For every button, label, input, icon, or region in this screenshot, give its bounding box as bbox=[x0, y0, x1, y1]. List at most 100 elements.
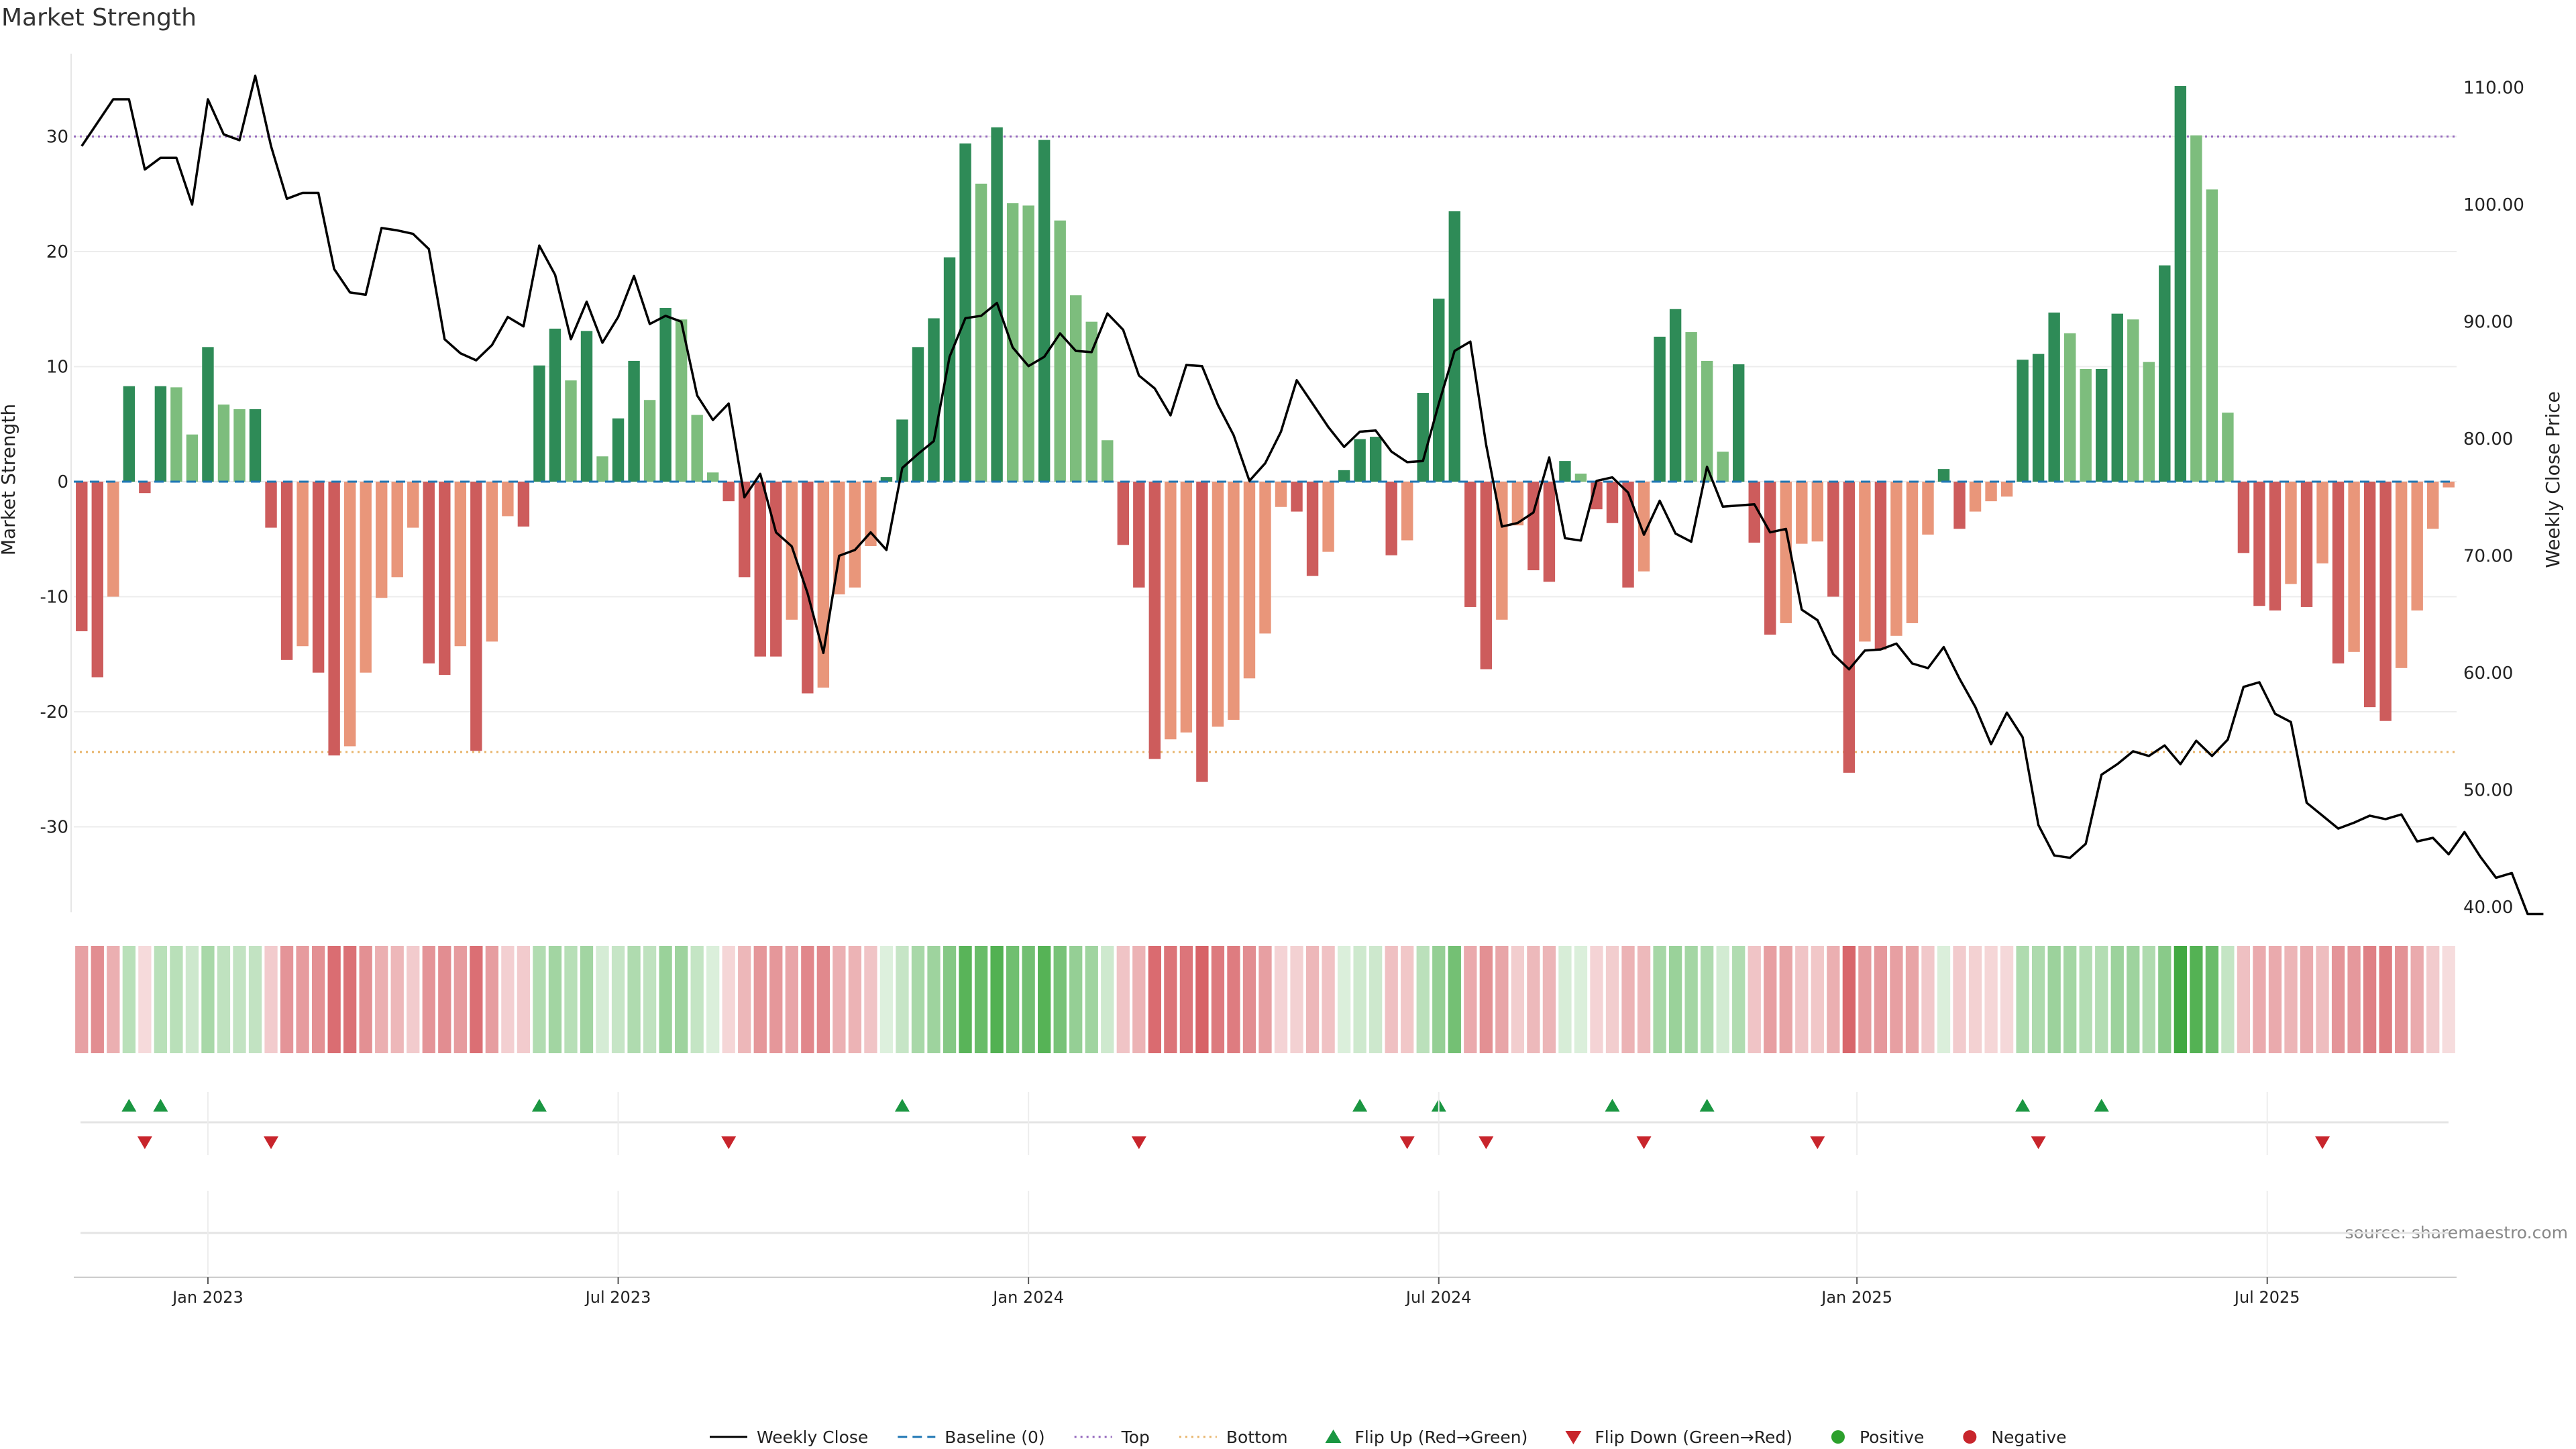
flip-up-marker bbox=[153, 1099, 168, 1112]
strength-bar bbox=[1764, 482, 1776, 635]
heat-cell bbox=[2031, 946, 2045, 1053]
left-axis: 30 20 10 0 -10 -20 -30 bbox=[40, 54, 72, 912]
legend-swatch bbox=[1831, 1430, 1845, 1444]
heat-cell bbox=[1558, 946, 1572, 1053]
strength-bar bbox=[659, 308, 672, 482]
heat-cell bbox=[1179, 946, 1193, 1053]
strength-bar bbox=[76, 482, 88, 631]
heat-cell bbox=[990, 946, 1004, 1053]
strength-bar bbox=[628, 360, 640, 482]
heat-cell bbox=[1701, 946, 1714, 1053]
heat-cell bbox=[1053, 946, 1067, 1053]
heat-cell bbox=[2426, 946, 2440, 1053]
strength-bar bbox=[1574, 473, 1587, 482]
legend-swatch bbox=[1325, 1430, 1342, 1443]
strength-bar bbox=[706, 472, 719, 482]
strength-bar bbox=[407, 482, 419, 528]
strength-bar bbox=[2348, 482, 2360, 652]
flip-up-marker bbox=[2094, 1099, 2109, 1112]
strength-bar bbox=[454, 482, 467, 647]
heat-cell bbox=[1953, 946, 1966, 1053]
heat-cell bbox=[801, 946, 814, 1053]
heat-cell bbox=[390, 946, 404, 1053]
heat-cell bbox=[2347, 946, 2361, 1053]
heat-cell bbox=[296, 946, 309, 1053]
strength-bar bbox=[2269, 482, 2282, 611]
heat-cell bbox=[407, 946, 420, 1053]
heat-cell bbox=[2363, 946, 2377, 1053]
heat-cell bbox=[1668, 946, 1682, 1053]
strength-bar bbox=[1401, 482, 1413, 541]
flip-down-marker bbox=[2315, 1136, 2330, 1149]
strength-bar bbox=[1559, 461, 1571, 482]
strength-bar bbox=[849, 482, 861, 588]
right-tick-label: 50.00 bbox=[2463, 781, 2513, 801]
strength-bar bbox=[1717, 451, 1729, 482]
x-axis: Jan 2023 Jul 2023 Jan 2024 Jul 2024 Jan 2025… bbox=[74, 1092, 2457, 1307]
right-tick-label: 40.00 bbox=[2463, 898, 2513, 918]
heat-cell bbox=[2410, 946, 2424, 1053]
strength-bar bbox=[549, 328, 561, 482]
heat-cell bbox=[1905, 946, 1919, 1053]
heat-cell bbox=[2253, 946, 2266, 1053]
strength-bar bbox=[2411, 482, 2423, 611]
strength-bar bbox=[2190, 135, 2202, 482]
legend-label: Weekly Close bbox=[757, 1428, 868, 1447]
strength-bar bbox=[1291, 482, 1303, 512]
strength-bar bbox=[2300, 482, 2313, 607]
strength-bar bbox=[754, 482, 766, 657]
strength-bar bbox=[1685, 332, 1697, 482]
flip-down-marker bbox=[2031, 1136, 2046, 1149]
heat-cell bbox=[154, 946, 168, 1053]
strength-bar bbox=[533, 365, 545, 482]
heat-cell bbox=[674, 946, 688, 1053]
heat-cell bbox=[185, 946, 199, 1053]
strength-bar bbox=[1732, 364, 1745, 482]
strength-bar bbox=[912, 347, 924, 482]
strength-bar bbox=[2000, 482, 2013, 497]
strength-bar bbox=[675, 319, 688, 482]
heat-cell bbox=[1653, 946, 1666, 1053]
heat-cell bbox=[1858, 946, 1872, 1053]
heat-cell bbox=[2300, 946, 2314, 1053]
heat-cell bbox=[75, 946, 89, 1053]
heat-cell bbox=[1164, 946, 1177, 1053]
strength-bar bbox=[1275, 482, 1287, 507]
heat-cell bbox=[1290, 946, 1303, 1053]
strength-bar bbox=[343, 482, 356, 747]
heat-cell bbox=[1337, 946, 1351, 1053]
heat-cell bbox=[2158, 946, 2171, 1053]
heat-cell bbox=[1353, 946, 1366, 1053]
heat-cell bbox=[1006, 946, 1020, 1053]
strength-bar bbox=[1464, 482, 1477, 607]
heat-cell bbox=[959, 946, 972, 1053]
strength-bar bbox=[2222, 413, 2234, 482]
heat-cell bbox=[1116, 946, 1130, 1053]
chart-title: Market Strength bbox=[1, 4, 197, 32]
heat-cell bbox=[1937, 946, 1951, 1053]
heat-cell bbox=[943, 946, 957, 1053]
strength-bar bbox=[1985, 482, 1997, 502]
heat-cell bbox=[2268, 946, 2282, 1053]
heat-cell bbox=[1242, 946, 1256, 1053]
x-tick-label: Jul 2023 bbox=[584, 1288, 651, 1307]
strength-bar bbox=[217, 405, 230, 482]
strength-bar bbox=[1196, 482, 1208, 782]
strength-bar bbox=[1922, 482, 1934, 535]
strength-bar bbox=[2237, 482, 2250, 553]
heat-cell bbox=[2284, 946, 2298, 1053]
flip-down-marker bbox=[1131, 1136, 1146, 1149]
heat-cell bbox=[2174, 946, 2187, 1053]
strength-bar bbox=[2427, 482, 2439, 529]
left-tick-label: 30 bbox=[46, 127, 68, 148]
flip-up-marker bbox=[121, 1099, 137, 1112]
strength-bar bbox=[1212, 482, 1224, 727]
heat-cell bbox=[359, 946, 372, 1053]
strength-bar bbox=[2316, 482, 2328, 564]
strength-bar bbox=[1638, 482, 1650, 572]
strength-bars bbox=[76, 86, 2455, 782]
heat-cell bbox=[1637, 946, 1651, 1053]
strength-bar bbox=[391, 482, 403, 578]
heat-cell bbox=[2316, 946, 2329, 1053]
heat-cell bbox=[548, 946, 562, 1053]
